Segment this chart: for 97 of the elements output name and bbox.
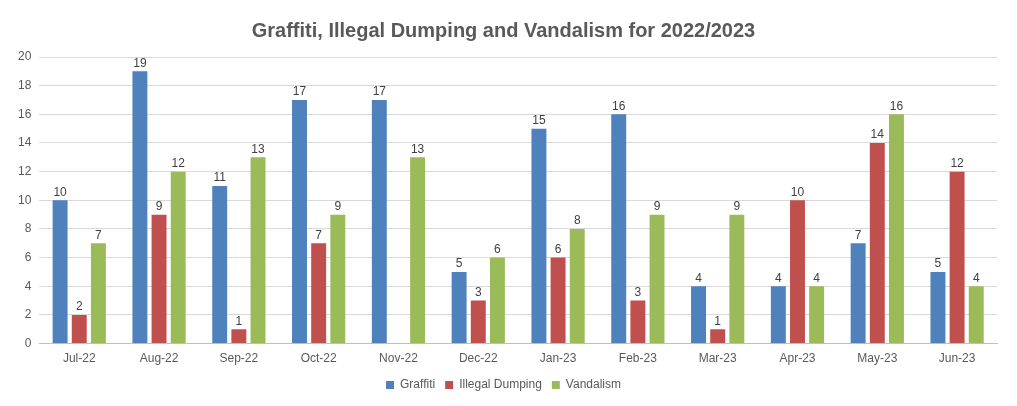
bar <box>809 286 825 344</box>
data-label: 3 <box>474 284 482 299</box>
y-tick-label: 2 <box>24 307 32 322</box>
data-label: 5 <box>934 256 942 271</box>
data-label: 10 <box>790 184 805 199</box>
bar <box>770 286 786 344</box>
data-label: 9 <box>653 198 661 213</box>
bar <box>71 314 87 344</box>
y-tick-label: 18 <box>17 77 32 92</box>
data-label: 16 <box>612 98 626 113</box>
bar <box>132 71 148 344</box>
y-tick-label: 0 <box>24 335 32 350</box>
y-tick-label: 8 <box>24 221 32 236</box>
bar <box>90 243 106 344</box>
y-tick-label: 10 <box>17 192 32 207</box>
data-label: 6 <box>554 241 562 256</box>
data-label: 9 <box>334 198 342 213</box>
data-label: 13 <box>410 141 425 156</box>
bar <box>292 99 307 344</box>
y-tick-label: 6 <box>24 249 32 264</box>
bar <box>710 329 726 344</box>
x-tick-label: May-23 <box>857 351 898 366</box>
bar <box>531 128 547 344</box>
bar <box>790 200 805 344</box>
data-label: 16 <box>889 98 904 113</box>
bar <box>850 243 866 344</box>
bar <box>451 271 467 344</box>
y-tick-label: 12 <box>17 163 32 178</box>
data-label: 7 <box>315 227 323 242</box>
data-label: 7 <box>854 227 862 242</box>
bar <box>470 300 486 344</box>
data-label: 15 <box>532 112 546 127</box>
bar <box>888 114 904 344</box>
legend-label: Graffiti <box>400 377 436 392</box>
data-label: 8 <box>573 213 581 228</box>
bar <box>949 171 965 344</box>
bar <box>729 214 745 344</box>
x-tick-label: Apr-23 <box>779 351 816 366</box>
bar <box>330 214 346 344</box>
data-label: 13 <box>251 141 266 156</box>
x-tick-label: Sep-22 <box>219 351 259 366</box>
y-tick-label: 16 <box>17 106 32 121</box>
data-label: 14 <box>870 127 885 142</box>
data-label: 4 <box>972 270 980 285</box>
data-label: 1 <box>714 313 722 328</box>
data-label: 19 <box>133 55 147 70</box>
x-tick-label: Jul-22 <box>62 351 96 366</box>
bar <box>52 200 68 344</box>
x-tick-label: Oct-22 <box>300 351 337 366</box>
x-tick-label: Aug-22 <box>139 351 179 366</box>
data-label: 17 <box>292 84 307 99</box>
data-label: 4 <box>813 270 821 285</box>
bar <box>410 157 426 344</box>
bar <box>311 243 327 344</box>
data-label: 9 <box>155 198 163 213</box>
bar <box>250 157 266 344</box>
chart-title: Graffiti, Illegal Dumping and Vandalism for 2022/2023 <box>251 18 756 41</box>
data-label: 5 <box>455 256 463 271</box>
x-tick-label: Dec-22 <box>458 351 498 366</box>
data-label: 7 <box>95 227 103 242</box>
bar <box>930 271 946 344</box>
bar <box>611 114 627 344</box>
y-tick-label: 4 <box>24 278 32 293</box>
x-tick-label: Mar-23 <box>698 351 738 366</box>
x-tick-label: Jan-23 <box>539 351 577 366</box>
data-label: 6 <box>494 241 502 256</box>
data-label: 12 <box>950 155 965 170</box>
data-label: 4 <box>695 270 703 285</box>
bar <box>170 171 186 344</box>
data-label: 3 <box>634 284 642 299</box>
bar <box>569 228 585 344</box>
data-label: 11 <box>213 170 227 185</box>
x-tick-label: Jun-23 <box>938 351 976 366</box>
bar <box>691 286 706 344</box>
bar <box>151 214 167 344</box>
data-label: 2 <box>75 299 83 314</box>
data-label: 1 <box>235 313 243 328</box>
bar <box>212 185 228 344</box>
bar <box>869 142 885 344</box>
data-label: 9 <box>733 198 741 213</box>
x-tick-label: Feb-23 <box>618 351 658 366</box>
y-tick-label: 14 <box>17 135 32 150</box>
legend-label: Vandalism <box>565 377 621 392</box>
legend-label: Illegal Dumping <box>459 377 542 392</box>
bar <box>231 329 247 344</box>
bar <box>649 214 665 344</box>
bar <box>489 257 505 344</box>
bar <box>371 99 387 344</box>
bar <box>968 286 984 344</box>
data-label: 12 <box>171 155 186 170</box>
data-label: 10 <box>53 184 68 199</box>
bar <box>550 257 566 344</box>
bar <box>630 300 646 344</box>
data-label: 17 <box>372 84 387 99</box>
x-tick-label: Nov-22 <box>379 351 419 366</box>
y-tick-label: 20 <box>17 49 32 64</box>
data-label: 4 <box>774 270 782 285</box>
